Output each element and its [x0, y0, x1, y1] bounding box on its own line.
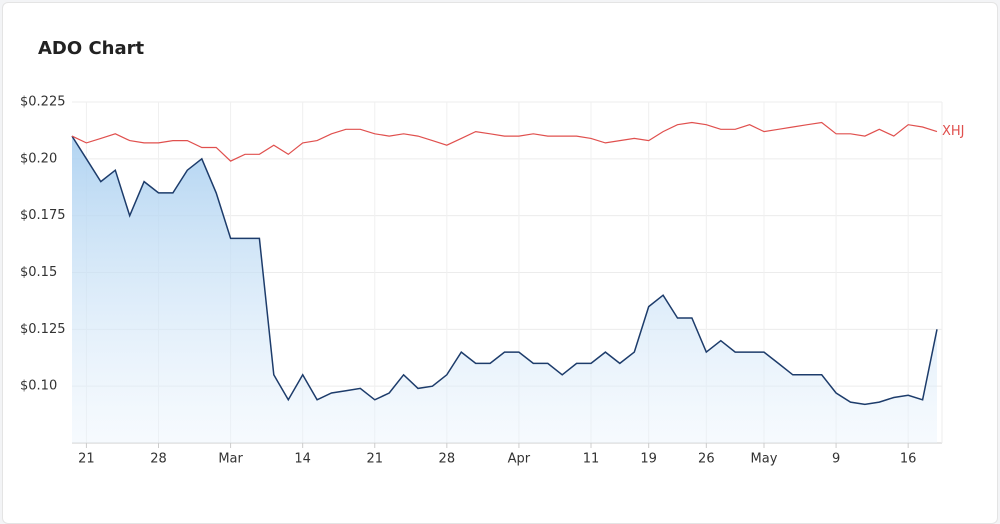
- x-tick-label: 19: [640, 452, 657, 467]
- x-tick-label: 16: [900, 452, 917, 467]
- x-tick-label: 21: [366, 452, 383, 467]
- x-tick-label: Mar: [218, 452, 243, 467]
- y-tick-label: $0.15: [20, 265, 57, 280]
- y-tick-label: $0.125: [20, 322, 66, 337]
- x-tick-label: 21: [78, 452, 95, 467]
- line: [71, 135, 938, 406]
- x-tick-label: May: [751, 452, 778, 467]
- y-tick-label: $0.225: [20, 95, 66, 110]
- x-tick-label: 28: [439, 452, 456, 467]
- y-tick-label: $0.175: [20, 208, 66, 223]
- y-tick-label: $0.20: [20, 151, 57, 166]
- x-tick-label: Apr: [508, 452, 531, 467]
- area: [72, 136, 937, 443]
- chart: ADO Chart $0.10 $0.125 $0.15 $0.175 $0.20 $0.…: [20, 38, 965, 467]
- y-tick-label: $0.10: [20, 379, 57, 394]
- x-tick-label: 9: [832, 452, 840, 467]
- x-tick-label: 26: [698, 452, 715, 467]
- x-tick-label: 14: [294, 452, 311, 467]
- line: [71, 121, 938, 162]
- chart-title: ADO Chart: [38, 38, 144, 59]
- x-tick-label: 11: [583, 452, 600, 467]
- series-label: XHJ: [942, 124, 965, 139]
- x-tick-label: 28: [150, 452, 167, 467]
